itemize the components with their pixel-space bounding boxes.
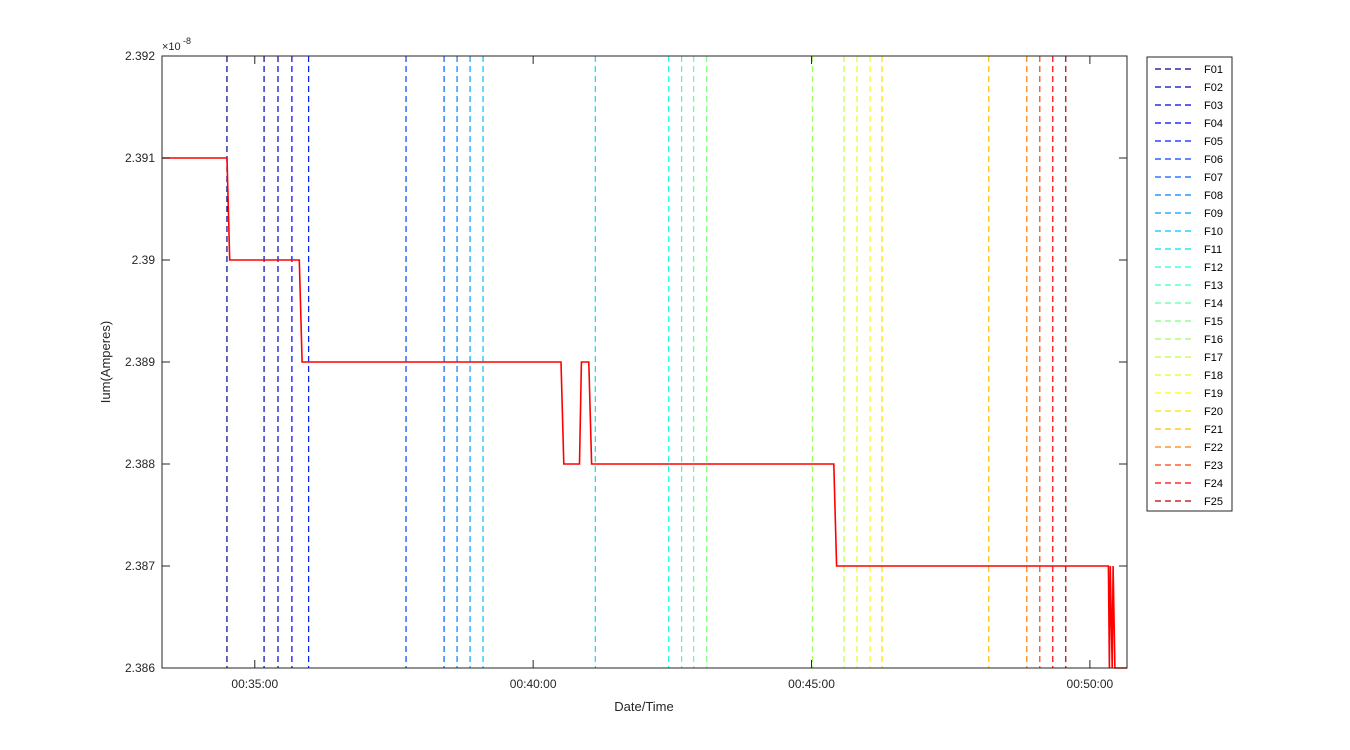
x-axis-label: Date/Time	[614, 699, 673, 714]
legend-label-f18: F18	[1204, 370, 1223, 382]
x-tick-label: 00:45:00	[788, 677, 835, 691]
legend-label-f11: F11	[1204, 244, 1222, 256]
legend-label-f03: F03	[1204, 100, 1223, 112]
x-tick-label: 00:50:00	[1067, 677, 1114, 691]
legend-label-f09: F09	[1204, 208, 1223, 220]
legend-label-f24: F24	[1204, 478, 1223, 490]
legend-label-f08: F08	[1204, 190, 1223, 202]
x-tick-label: 00:40:00	[510, 677, 557, 691]
legend-label-f23: F23	[1204, 460, 1223, 472]
y-axis-label: Ium(Amperes)	[98, 321, 113, 403]
y-exponent-power: -8	[183, 36, 191, 46]
x-tick-label: 00:35:00	[231, 677, 278, 691]
legend-label-f17: F17	[1204, 352, 1223, 364]
y-exponent-prefix: ×10	[162, 41, 181, 53]
y-tick-label: 2.392	[125, 49, 155, 63]
legend-label-f20: F20	[1204, 406, 1223, 418]
legend-label-f16: F16	[1204, 334, 1223, 346]
y-tick-label: 2.391	[125, 151, 155, 165]
legend-label-f02: F02	[1204, 82, 1223, 94]
y-tick-label: 2.389	[125, 355, 155, 369]
legend-label-f14: F14	[1204, 298, 1223, 310]
current-series	[162, 157, 1127, 669]
legend-label-f21: F21	[1204, 424, 1223, 436]
y-tick-label: 2.388	[125, 457, 155, 471]
current-line	[162, 157, 1127, 669]
legend-label-f12: F12	[1204, 262, 1223, 274]
legend-label-f10: F10	[1204, 226, 1223, 238]
y-tick-label: 2.387	[125, 559, 155, 573]
legend-label-f25: F25	[1204, 496, 1223, 508]
y-tick-label: 2.39	[132, 253, 156, 267]
axis-ticks: 00:35:00 00:40:00 00:45:00 00:50:00 2.386 2.3…	[125, 49, 1127, 691]
legend-label-f13: F13	[1204, 280, 1223, 292]
legend-label-f05: F05	[1204, 136, 1223, 148]
legend-label-f19: F19	[1204, 388, 1223, 400]
plot-area: 00:35:00 00:40:00 00:45:00 00:50:00 2.386 2.3…	[125, 49, 1128, 691]
legend-label-f15: F15	[1204, 316, 1223, 328]
legend-box	[1146, 56, 1233, 512]
legend-label-f01: F01	[1204, 64, 1223, 76]
legend-label-f06: F06	[1204, 154, 1223, 166]
legend-label-f04: F04	[1204, 118, 1223, 130]
legend: F01 F02 F03 F04 F05 F06 F07 F08 F09 F10 F11 F12 F13 F…	[1146, 56, 1233, 512]
legend-items: F01 F02 F03 F04 F05 F06 F07 F08 F09 F10 F11 F12 F13 F…	[1155, 64, 1223, 508]
legend-label-f22: F22	[1204, 442, 1223, 454]
legend-label-f07: F07	[1204, 172, 1223, 184]
y-exponent: ×10 -8	[162, 36, 191, 53]
y-tick-label: 2.386	[125, 661, 155, 675]
